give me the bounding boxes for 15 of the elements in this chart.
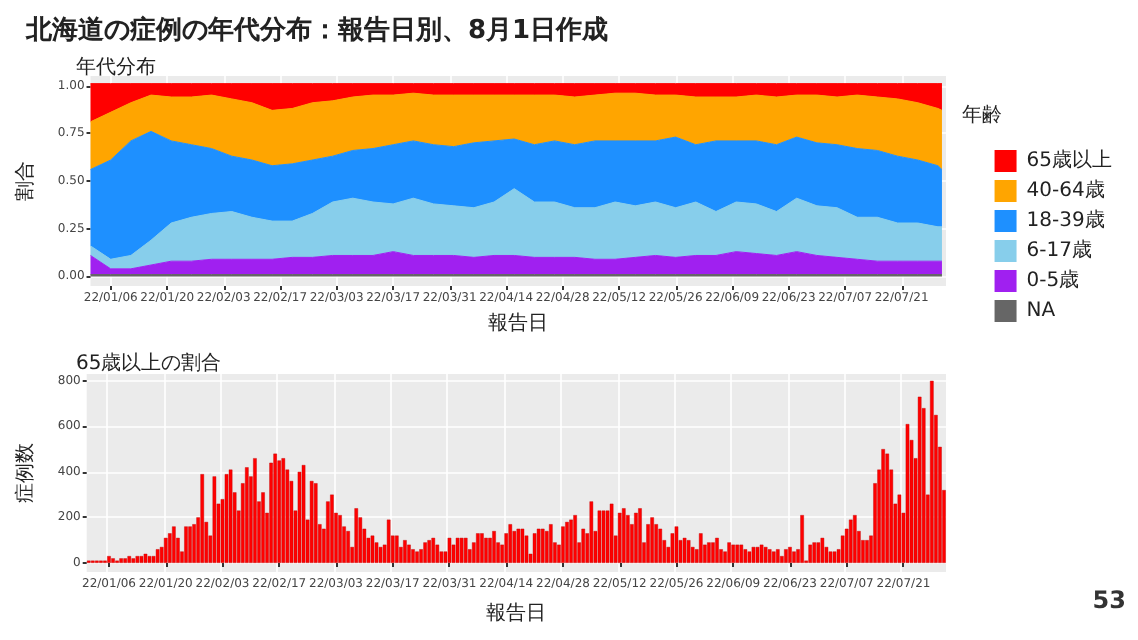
y-axis-title: 割合 [13,161,37,201]
x-axis-title: 報告日 [488,311,549,335]
legend-label: NA [1026,300,1056,322]
chart-title: 北海道の症例の年代分布：報告日別、8月1日作成 [24,14,609,46]
legend-label: 40-64歳 [1026,178,1105,202]
legend-label: 6-17歳 [1026,238,1092,262]
chart-subtitle: 年代分布 [76,55,156,79]
chart-title: 65歳以上の割合 [76,351,222,375]
legend-title: 年齢 [962,103,1002,127]
legend-label: 65歳以上 [1026,148,1113,172]
legend-label: 0-5歳 [1026,268,1080,292]
legend-label: 18-39歳 [1026,208,1105,232]
x-axis-title: 報告日 [486,601,547,625]
text: 53 [1092,586,1127,614]
y-axis-title: 症例数 [13,443,37,503]
